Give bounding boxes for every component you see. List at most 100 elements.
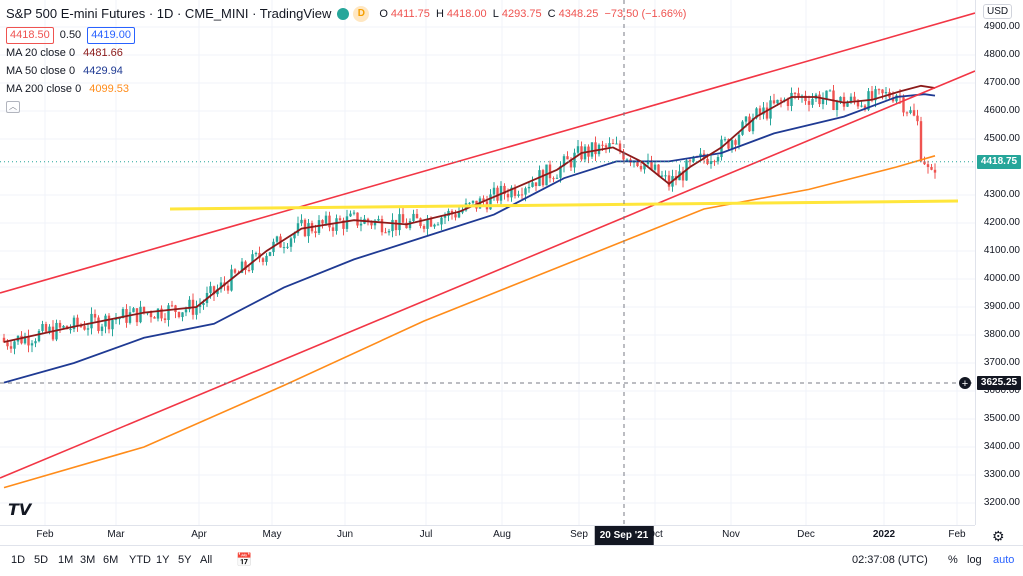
range-button-5d[interactable]: 5D — [34, 554, 49, 566]
candle-body — [247, 269, 251, 271]
candle-body — [524, 188, 527, 195]
candle-body — [811, 98, 814, 105]
currency-button[interactable]: USD — [983, 4, 1013, 19]
chart-pane[interactable]: + S&P 500 E-mini Futures · 1D · CME_MINI… — [0, 0, 975, 525]
candle-body — [664, 175, 667, 177]
channel-upper-line — [0, 12, 975, 294]
candle-body — [405, 222, 408, 229]
open-value: 4411.75 — [390, 8, 430, 20]
candle-body — [30, 343, 34, 346]
range-button-1m[interactable]: 1M — [58, 554, 74, 566]
candle-body — [58, 322, 62, 328]
range-button-1y[interactable]: 1Y — [156, 554, 170, 566]
candle-body — [93, 313, 97, 318]
candle-body — [27, 336, 30, 346]
candle-body — [566, 156, 569, 160]
price-tick-label: 4100.00 — [983, 245, 1020, 256]
range-button-1d[interactable]: 1D — [11, 554, 26, 566]
bid-price-button[interactable]: 4418.50 — [6, 26, 54, 44]
close-value: 4348.25 — [558, 8, 599, 20]
candle-body — [20, 335, 23, 344]
tradingview-logo-icon[interactable]: 𝙏𝙑 — [8, 502, 32, 519]
candle-body — [790, 92, 793, 107]
candle-body — [573, 152, 576, 168]
candle-body — [639, 165, 643, 170]
candle-body — [373, 220, 377, 226]
candle-body — [195, 307, 198, 315]
candle-body — [62, 325, 65, 328]
time-tick-label: Nov — [722, 529, 740, 540]
candle-body — [23, 336, 27, 344]
candle-body — [471, 200, 475, 203]
candle-body — [177, 311, 181, 318]
candle-body — [135, 308, 139, 323]
range-button-3m[interactable]: 3M — [80, 554, 96, 566]
candle-body — [160, 308, 163, 319]
candle-body — [930, 167, 933, 170]
log-scale-toggle[interactable]: log — [967, 554, 982, 566]
ask-price-button[interactable]: 4419.00 — [87, 26, 135, 44]
candle-body — [877, 89, 881, 91]
candle-body — [97, 317, 100, 332]
crosshair-plus-icon: + — [962, 378, 968, 390]
time-axis[interactable]: Feb Mar Apr May Jun Jul Aug Sep Oct Nov Dec 2022 Feb… — [0, 525, 975, 546]
candle-body — [786, 99, 790, 107]
channel-lower-line — [0, 70, 975, 479]
settings-gear-icon[interactable]: ⚙ — [992, 528, 1005, 544]
candle-body — [181, 312, 184, 318]
price-axis[interactable]: USD 4900.00 4800.00 4700.00 4600.00 4500.00 4… — [975, 0, 1023, 525]
range-button-ytd[interactable]: YTD — [129, 554, 151, 566]
candle-body — [825, 90, 828, 99]
clock-timezone[interactable]: 02:37:08 (UTC) — [852, 554, 928, 566]
candle-body — [335, 218, 338, 231]
time-tick-label: Jun — [336, 529, 354, 540]
time-tick-label: Apr — [191, 529, 207, 540]
candle-body — [531, 182, 534, 187]
candle-body — [604, 145, 608, 148]
price-tick-label: 3900.00 — [983, 301, 1020, 312]
candle-body — [863, 105, 867, 110]
ma50-line — [3, 93, 936, 384]
collapse-legend-icon[interactable]: ︿ — [6, 98, 689, 116]
candle-body — [429, 218, 433, 227]
range-button-6m[interactable]: 6M — [103, 554, 119, 566]
time-tick-label: Sep — [570, 529, 588, 540]
candle-body — [688, 160, 692, 162]
candle-body — [142, 306, 146, 313]
crosshair-add-icon — [959, 377, 971, 389]
candle-body — [468, 202, 471, 204]
time-tick-label: Jul — [419, 529, 433, 540]
candle-body — [167, 305, 170, 320]
candle-body — [839, 96, 842, 102]
auto-scale-toggle[interactable]: auto — [993, 554, 1015, 566]
candle-body — [503, 185, 506, 195]
candle-body — [636, 161, 639, 166]
price-tick-label: 3200.00 — [983, 497, 1020, 508]
candle-body — [412, 213, 415, 222]
percent-scale-toggle[interactable]: % — [948, 554, 958, 566]
candle-body — [457, 212, 461, 218]
price-tick-label: 4800.00 — [983, 49, 1020, 60]
candle-body — [328, 215, 331, 228]
candle-body — [261, 258, 265, 262]
candle-body — [90, 313, 93, 329]
symbol-title[interactable]: S&P 500 E-mini Futures · 1D · CME_MINI ·… — [6, 6, 332, 21]
candle-body — [527, 186, 531, 189]
candle-body — [233, 269, 237, 273]
range-button-5y[interactable]: 5Y — [178, 554, 192, 566]
candle-body — [226, 285, 230, 291]
candle-body — [72, 317, 76, 330]
time-tick-label: Feb — [948, 529, 966, 540]
date-range-calendar-icon[interactable]: 📅 — [236, 552, 253, 567]
candle-body — [489, 194, 492, 210]
candle-body — [492, 187, 496, 195]
crosshair-price-tag: 3625.25 — [977, 376, 1021, 390]
indicator-ma50[interactable]: MA 50 close 0 4429.94 — [6, 65, 123, 77]
candle-body — [625, 159, 629, 161]
candle-body — [643, 163, 646, 170]
indicator-ma20[interactable]: MA 20 close 0 4481.66 — [6, 47, 123, 59]
price-chart[interactable]: + — [0, 0, 975, 525]
indicator-ma200[interactable]: MA 200 close 0 4099.53 — [6, 83, 129, 95]
range-button-all[interactable]: All — [200, 554, 213, 566]
candle-body — [590, 142, 594, 157]
